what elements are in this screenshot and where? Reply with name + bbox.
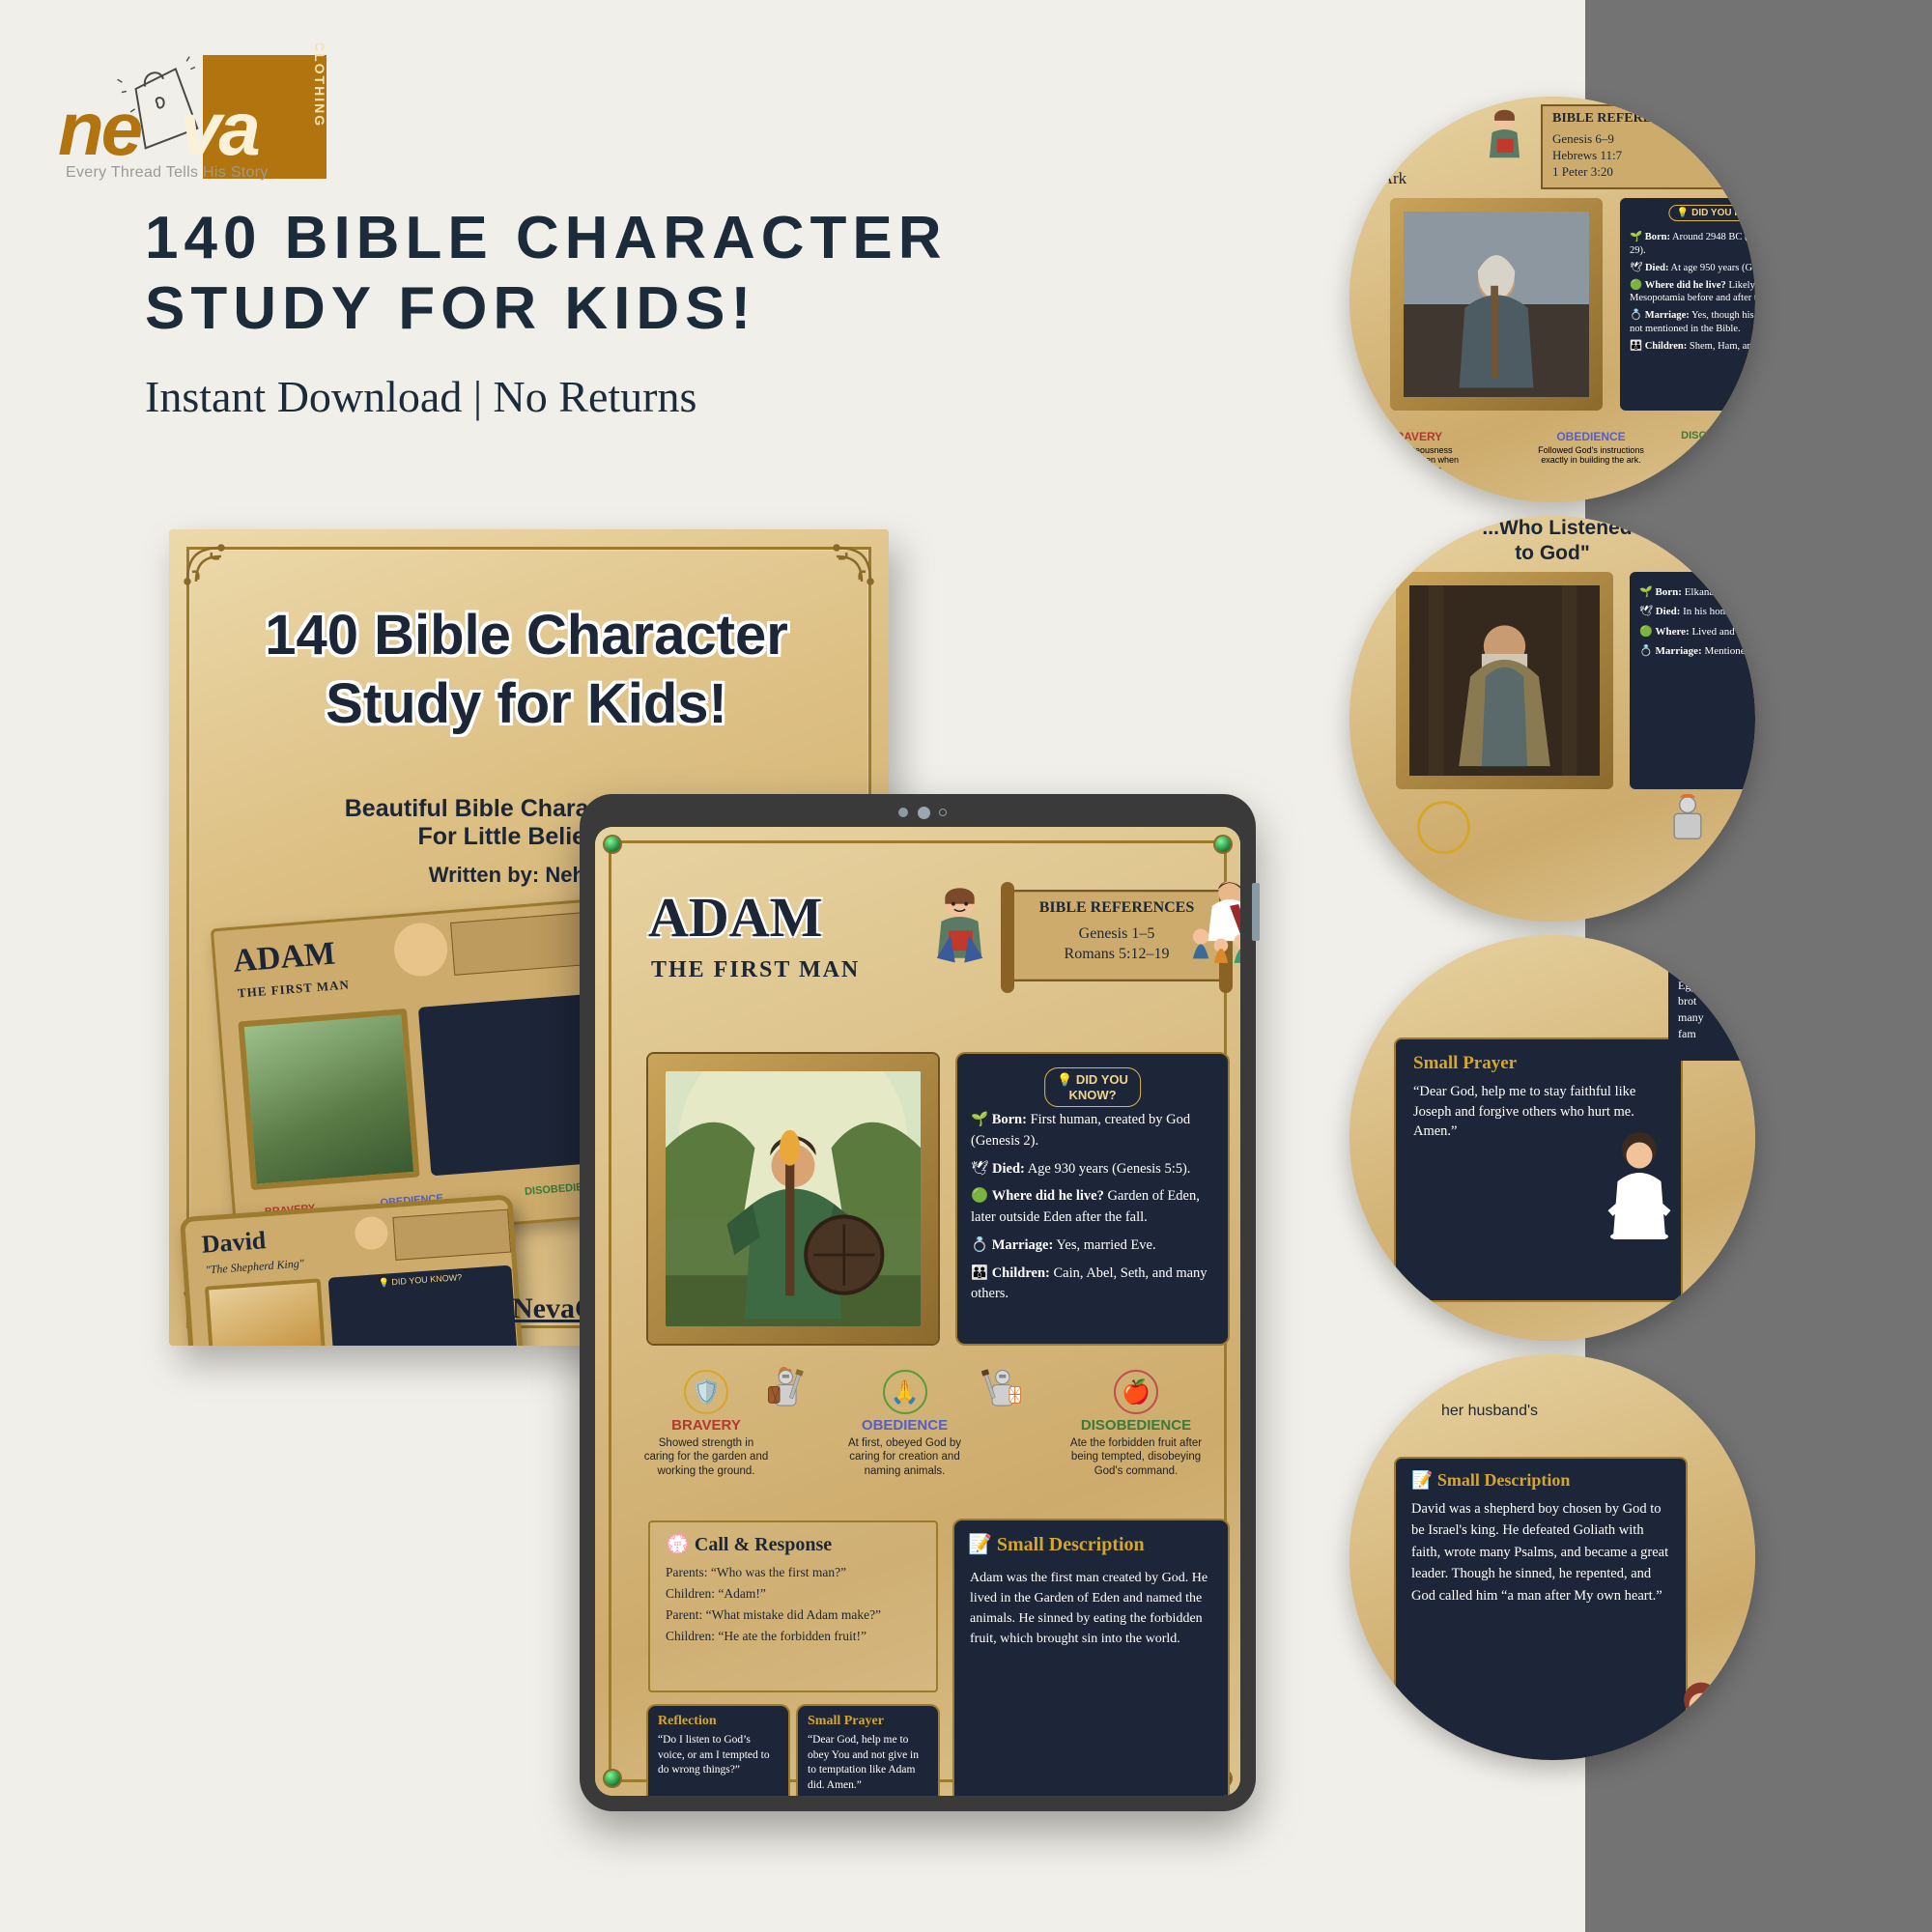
svg-text:va: va bbox=[180, 86, 259, 171]
svg-text:Every Thread Tells His Story: Every Thread Tells His Story bbox=[66, 164, 269, 181]
svg-text:CLOTHING: CLOTHING bbox=[312, 43, 327, 128]
svg-text:ne: ne bbox=[58, 86, 142, 171]
